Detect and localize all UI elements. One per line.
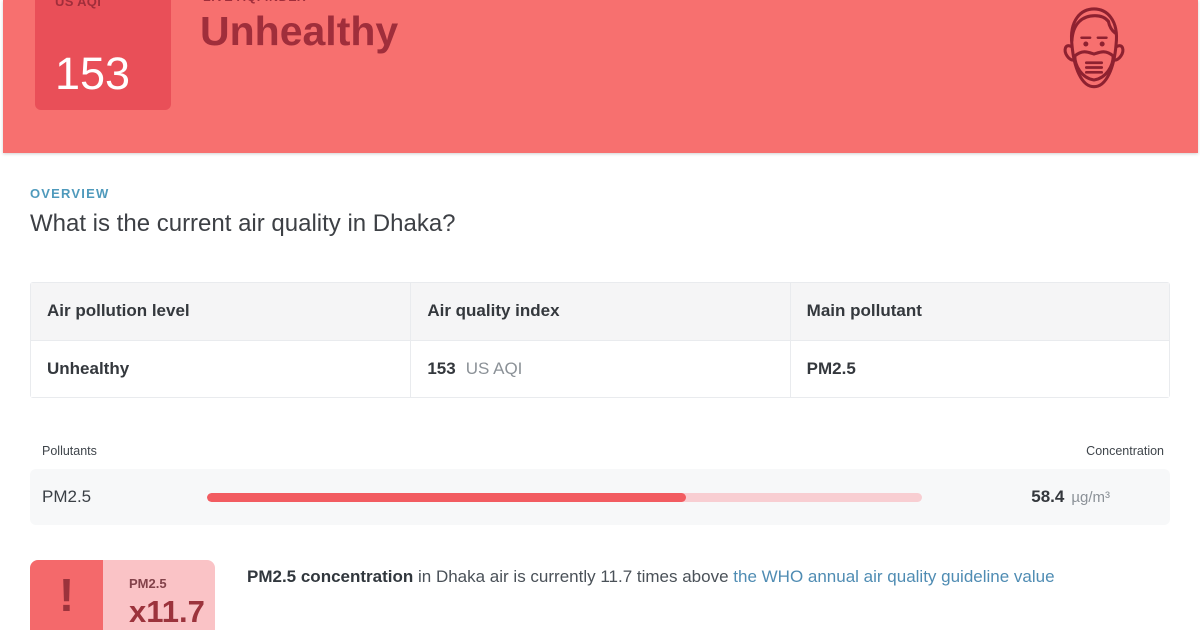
aqi-status-title: Unhealthy bbox=[200, 8, 399, 54]
air-quality-summary-table: Air pollution level Air quality index Ma… bbox=[30, 282, 1170, 398]
aqi-banner: US AQI 153 LIVE AQI INDEX Unhealthy bbox=[3, 0, 1198, 153]
pollutant-name: PM2.5 bbox=[42, 487, 92, 506]
table-cell-main-pollutant: PM2.5 bbox=[789, 340, 1169, 397]
table-header-pollution-level: Air pollution level bbox=[31, 283, 411, 340]
badge-multiplier-value: x11.7 bbox=[129, 594, 205, 629]
table-header-aqi: Air quality index bbox=[410, 283, 790, 340]
aqi-value: 153 bbox=[55, 48, 131, 99]
concentration-number: 58.4 bbox=[1031, 487, 1065, 506]
overview-eyebrow: OVERVIEW bbox=[30, 186, 110, 201]
concentration-bar-track bbox=[207, 492, 922, 502]
pollutants-label: Pollutants bbox=[42, 444, 97, 458]
exclamation-icon: ! bbox=[30, 560, 103, 630]
concentration-label: Concentration bbox=[1086, 444, 1164, 458]
pollutant-row: PM2.5 58.4 µg/m³ bbox=[30, 469, 1170, 525]
who-multiplier-badge: ! PM2.5 x11.7 bbox=[30, 560, 215, 630]
who-text-bold: PM2.5 concentration bbox=[247, 567, 414, 586]
aqi-value-card: US AQI 153 bbox=[35, 0, 171, 110]
concentration-bar-fill bbox=[207, 492, 687, 502]
who-guideline-link[interactable]: the WHO annual air quality guideline val… bbox=[733, 567, 1055, 586]
concentration-value: 58.4 µg/m³ bbox=[922, 487, 1170, 507]
face-with-mask-icon bbox=[1046, 2, 1142, 115]
concentration-unit: µg/m³ bbox=[1071, 489, 1110, 506]
table-cell-pollution-level: Unhealthy bbox=[31, 340, 411, 397]
aqi-standard: US AQI bbox=[465, 359, 523, 378]
page-title: What is the current air quality in Dhaka… bbox=[30, 210, 456, 237]
table-header-main-pollutant: Main pollutant bbox=[789, 283, 1169, 340]
who-text-middle: in Dhaka air is currently 11.7 times abo… bbox=[413, 567, 734, 586]
pollutants-column-labels: Pollutants Concentration bbox=[30, 444, 1170, 458]
aqi-number: 153 bbox=[427, 359, 456, 378]
table-cell-aqi: 153 US AQI bbox=[410, 340, 790, 397]
multiplier-panel: PM2.5 x11.7 bbox=[103, 560, 215, 630]
aqi-standard-label: US AQI bbox=[55, 0, 102, 9]
overview-section: OVERVIEW What is the current air quality… bbox=[0, 186, 1200, 630]
who-guideline-text: PM2.5 concentration in Dhaka air is curr… bbox=[247, 566, 1055, 589]
who-guideline-callout: ! PM2.5 x11.7 PM2.5 concentration in Dha… bbox=[30, 560, 1170, 630]
live-aqi-index-label: LIVE AQI INDEX bbox=[203, 0, 306, 4]
badge-pollutant-label: PM2.5 bbox=[129, 576, 167, 591]
